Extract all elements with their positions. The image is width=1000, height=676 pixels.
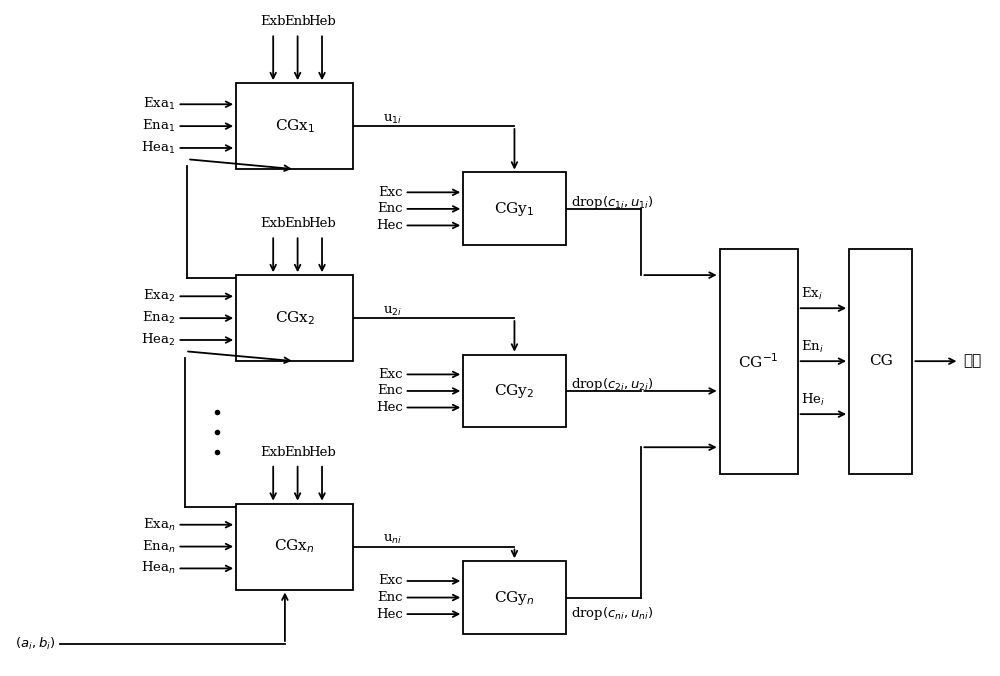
- Text: CG: CG: [869, 354, 893, 368]
- Text: He$_i$: He$_i$: [801, 391, 825, 408]
- Text: drop$(c_{1i}, u_{1i})$: drop$(c_{1i}, u_{1i})$: [571, 194, 653, 211]
- Text: Ex$_i$: Ex$_i$: [801, 285, 822, 301]
- Text: CGx$_n$: CGx$_n$: [274, 537, 315, 556]
- Text: u$_{ni}$: u$_{ni}$: [383, 533, 402, 546]
- Text: CGx$_2$: CGx$_2$: [275, 310, 315, 327]
- Text: Heb: Heb: [308, 217, 336, 230]
- Text: CGy$_n$: CGy$_n$: [494, 589, 535, 606]
- Text: Exa$_n$: Exa$_n$: [143, 516, 176, 533]
- Text: Ena$_1$: Ena$_1$: [142, 118, 176, 134]
- Text: Exb: Exb: [260, 15, 286, 28]
- Text: Exc: Exc: [378, 575, 403, 587]
- Text: Hec: Hec: [376, 608, 403, 621]
- Text: Enb: Enb: [284, 15, 311, 28]
- Text: Enc: Enc: [377, 385, 403, 397]
- Text: Heb: Heb: [308, 445, 336, 458]
- Text: Hea$_1$: Hea$_1$: [141, 140, 176, 156]
- Text: Enc: Enc: [377, 202, 403, 216]
- Text: Exc: Exc: [378, 368, 403, 381]
- Text: Exa$_1$: Exa$_1$: [143, 96, 176, 112]
- Text: Exa$_2$: Exa$_2$: [143, 288, 176, 304]
- FancyBboxPatch shape: [463, 354, 566, 427]
- Text: CG$^{-1}$: CG$^{-1}$: [738, 352, 779, 370]
- Text: u$_{1i}$: u$_{1i}$: [383, 113, 402, 126]
- FancyBboxPatch shape: [463, 172, 566, 245]
- Text: Exc: Exc: [378, 186, 403, 199]
- Text: Exb: Exb: [260, 217, 286, 230]
- Text: Enc: Enc: [377, 591, 403, 604]
- FancyBboxPatch shape: [236, 504, 353, 589]
- Text: CGy$_1$: CGy$_1$: [494, 200, 535, 218]
- FancyBboxPatch shape: [720, 249, 798, 474]
- Text: Enb: Enb: [284, 445, 311, 458]
- FancyBboxPatch shape: [463, 561, 566, 634]
- Text: $(a_i, b_i)$: $(a_i, b_i)$: [15, 636, 55, 652]
- Text: Hea$_n$: Hea$_n$: [141, 560, 176, 577]
- Text: Exb: Exb: [260, 445, 286, 458]
- Text: Ena$_n$: Ena$_n$: [142, 539, 176, 554]
- Text: drop$(c_{2i}, u_{2i})$: drop$(c_{2i}, u_{2i})$: [571, 376, 653, 393]
- Text: 输出: 输出: [963, 354, 982, 368]
- Text: Hec: Hec: [376, 219, 403, 232]
- Text: Hec: Hec: [376, 401, 403, 414]
- FancyBboxPatch shape: [236, 83, 353, 169]
- FancyBboxPatch shape: [236, 275, 353, 361]
- Text: CGx$_1$: CGx$_1$: [275, 117, 315, 135]
- Text: CGy$_2$: CGy$_2$: [494, 382, 535, 400]
- Text: Heb: Heb: [308, 15, 336, 28]
- Text: Hea$_2$: Hea$_2$: [141, 332, 176, 348]
- Text: Ena$_2$: Ena$_2$: [142, 310, 176, 327]
- Text: En$_i$: En$_i$: [801, 339, 823, 354]
- Text: drop$(c_{ni}, u_{ni})$: drop$(c_{ni}, u_{ni})$: [571, 606, 653, 623]
- FancyBboxPatch shape: [849, 249, 912, 474]
- Text: Enb: Enb: [284, 217, 311, 230]
- Text: u$_{2i}$: u$_{2i}$: [383, 305, 402, 318]
